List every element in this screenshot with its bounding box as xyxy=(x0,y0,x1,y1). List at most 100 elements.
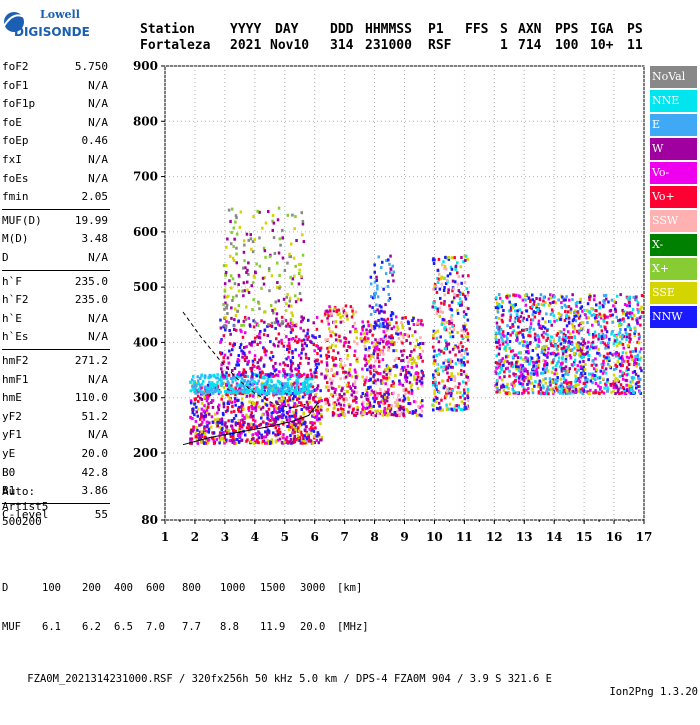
data-point xyxy=(542,330,545,334)
data-point xyxy=(599,387,602,391)
data-point xyxy=(250,437,254,441)
data-point xyxy=(364,354,367,358)
data-point xyxy=(451,365,454,369)
data-point xyxy=(383,401,387,405)
data-point xyxy=(242,423,245,427)
param-label: MUF(D) xyxy=(2,213,42,227)
data-point xyxy=(199,396,202,400)
data-point xyxy=(246,362,249,366)
data-point xyxy=(278,273,281,277)
data-point xyxy=(231,369,234,372)
data-point xyxy=(370,354,374,358)
data-point xyxy=(243,259,246,263)
data-point xyxy=(308,427,311,431)
data-point xyxy=(630,355,634,359)
data-point xyxy=(538,311,541,315)
data-point xyxy=(539,293,543,297)
data-point xyxy=(198,390,201,394)
data-point xyxy=(290,414,294,418)
data-point xyxy=(511,349,515,353)
data-point xyxy=(241,289,244,293)
data-point xyxy=(503,347,506,351)
data-point xyxy=(334,320,338,323)
data-point xyxy=(256,438,259,442)
data-point xyxy=(614,377,618,381)
data-point xyxy=(233,282,237,286)
data-point xyxy=(345,314,349,318)
data-point xyxy=(288,440,292,444)
data-point xyxy=(624,378,628,382)
header-value-3: 314 xyxy=(330,38,354,53)
data-point xyxy=(450,256,454,260)
data-point xyxy=(311,427,315,431)
data-point xyxy=(266,422,270,426)
data-point xyxy=(502,309,505,312)
data-point xyxy=(602,391,606,395)
param-label: M(D) xyxy=(2,232,29,246)
data-point xyxy=(512,293,515,297)
data-point xyxy=(385,399,389,403)
data-point xyxy=(541,317,544,321)
data-point xyxy=(367,324,371,328)
data-point xyxy=(272,404,275,408)
data-point xyxy=(628,295,632,299)
data-point xyxy=(405,371,408,375)
data-point xyxy=(564,310,567,313)
data-point xyxy=(595,316,598,319)
data-point xyxy=(505,385,509,389)
data-point xyxy=(419,400,423,404)
data-point xyxy=(236,437,239,441)
data-point xyxy=(256,441,260,444)
footer-muf-row: MUF 6.1 6.2 6.5 7.0 7.7 8.8 11.9 20.0 [MHz] xyxy=(2,621,698,634)
data-point xyxy=(602,299,605,303)
data-point xyxy=(443,396,447,400)
data-point xyxy=(557,298,560,302)
data-point xyxy=(453,292,456,296)
data-point xyxy=(573,362,576,366)
data-point xyxy=(576,364,579,368)
footer-d-value: 600 xyxy=(146,582,165,594)
data-point xyxy=(223,323,226,327)
data-point xyxy=(382,330,385,334)
data-point xyxy=(515,339,518,342)
data-point xyxy=(495,379,499,383)
data-point xyxy=(638,316,642,320)
data-point xyxy=(233,318,236,322)
footer-muf-value: 11.9 xyxy=(260,621,286,633)
data-point xyxy=(237,408,240,411)
param-label: h`Es xyxy=(2,330,29,344)
data-point xyxy=(287,403,290,407)
data-point xyxy=(261,399,264,403)
data-point xyxy=(294,367,297,371)
data-point xyxy=(615,315,618,319)
data-point xyxy=(306,406,309,410)
data-point xyxy=(409,358,412,361)
legend-item-x-: X+ xyxy=(650,258,697,280)
data-point xyxy=(519,356,523,360)
data-point xyxy=(238,389,241,393)
data-point xyxy=(317,417,321,421)
data-point xyxy=(443,264,447,268)
data-point xyxy=(339,377,342,381)
data-point xyxy=(502,385,505,389)
data-point xyxy=(286,348,289,351)
data-point xyxy=(417,404,420,408)
data-point xyxy=(443,384,446,388)
data-point xyxy=(588,372,591,376)
data-point xyxy=(618,324,621,327)
data-point xyxy=(396,404,400,408)
data-point xyxy=(412,316,415,320)
data-point xyxy=(633,361,636,365)
data-point xyxy=(564,334,567,337)
data-point xyxy=(399,369,403,373)
data-point xyxy=(603,335,607,339)
data-point xyxy=(574,377,578,381)
data-point xyxy=(535,360,538,364)
footer-muf-label: MUF xyxy=(2,621,21,633)
data-point xyxy=(372,355,375,359)
data-point xyxy=(416,387,420,390)
data-point xyxy=(263,320,266,324)
param-label: C-level xyxy=(2,507,49,521)
data-point xyxy=(464,254,468,258)
data-point xyxy=(287,341,291,345)
